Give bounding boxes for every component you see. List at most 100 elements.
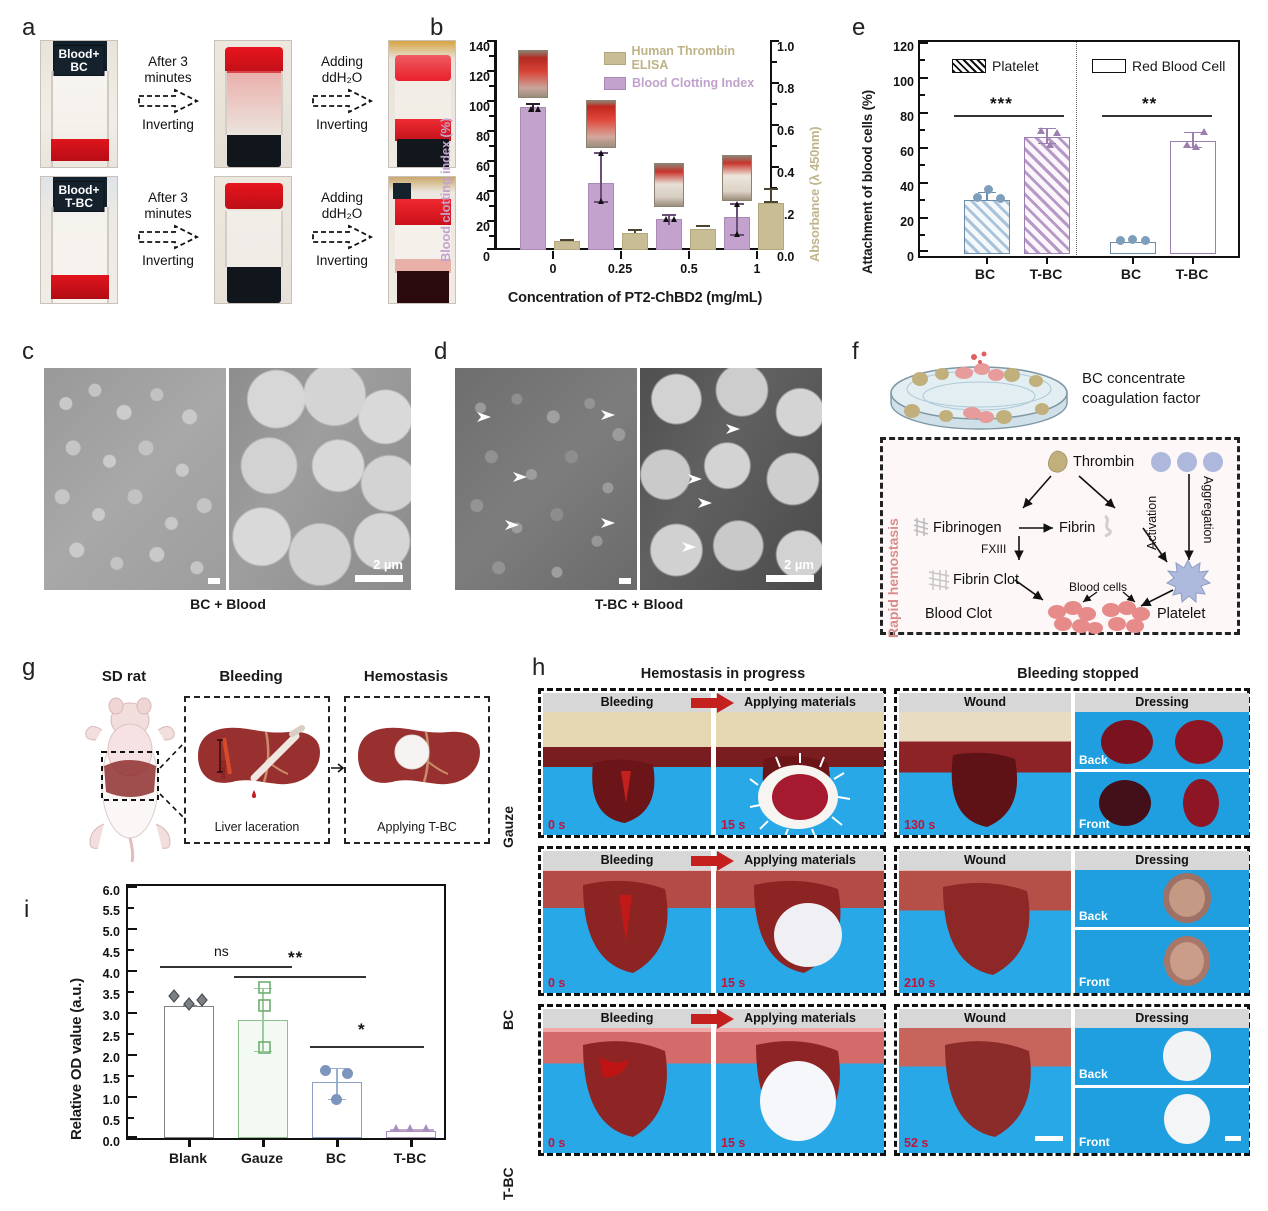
panel-h: Hemostasis in progress Bleeding stopped … xyxy=(500,660,1258,1205)
panel-e: Attachment of blood cells (%) 120 100 80… xyxy=(852,18,1252,328)
vial-tag-line2: T-BC xyxy=(65,195,93,210)
vial-inset-3 xyxy=(722,155,752,201)
h-caption-applying: Applying materials xyxy=(716,1009,884,1028)
h-row-label-tbc: T-BC xyxy=(500,1167,516,1200)
h-time-bleeding: 0 s xyxy=(548,976,566,990)
b-y-axis-label: Blood clotting index (%) xyxy=(438,118,453,262)
panel-b: Blood clotting index (%) Absorbance (λ 4… xyxy=(432,18,822,328)
scale-bar xyxy=(766,575,814,582)
b-legend: Human Thrombin ELISA Blood Clotting Inde… xyxy=(604,44,772,90)
h-dressing-side-back: Back xyxy=(1079,753,1108,767)
blood-clot-icon xyxy=(1048,601,1150,634)
h-time-bleeding: 0 s xyxy=(548,818,566,832)
g-box-bleeding: 10mm Liver laceration xyxy=(184,696,330,844)
i-sig-line-ns xyxy=(160,966,292,968)
b-x-tick-3: 1 xyxy=(753,262,761,276)
b-x-tick-2: 0.5 xyxy=(680,262,698,276)
scale-bar xyxy=(619,578,631,584)
g-header-sd-rat: SD rat xyxy=(101,668,147,685)
e-legend-platelet: Platelet xyxy=(952,58,1039,74)
legend-label-rbc: Red Blood Cell xyxy=(1132,58,1226,74)
g-caption-hemostasis: Applying T-BC xyxy=(377,820,457,834)
h-img-tbc-dressing: Dressing Back Front xyxy=(1075,1009,1249,1153)
bar-platelet-tbc xyxy=(1024,137,1070,254)
scale-bar xyxy=(208,578,220,584)
f-mechanism-box: Rapid hemostasis Thrombin Fibrinogen Fib… xyxy=(880,437,1240,638)
arrowhead-marker xyxy=(726,424,740,434)
i-plot-area: ns ** * xyxy=(126,884,446,1147)
red-arrow-icon xyxy=(691,1009,734,1029)
i-x-tick-blank: Blank xyxy=(168,1150,208,1166)
panel-a: Blood+ BC After 3 minutes Inverting Addi… xyxy=(18,18,456,318)
b-x-tick-0: 0 xyxy=(549,262,557,276)
vial-image-tbc-water xyxy=(388,176,456,304)
vial-inset-1 xyxy=(586,100,616,148)
err-bci-0 xyxy=(532,104,534,112)
h-dressing-side-back: Back xyxy=(1079,909,1108,923)
i-sig-text-3: * xyxy=(358,1020,365,1039)
h-time-applying: 15 s xyxy=(721,1136,746,1150)
f-node-activation: Activation xyxy=(1145,495,1159,550)
e-x-tick-1: T-BC xyxy=(1029,266,1063,282)
f-node-blood-clot: Blood Clot xyxy=(925,606,992,622)
bar-bci-0 xyxy=(520,107,546,250)
f-node-thrombin: Thrombin xyxy=(1073,454,1135,470)
h-img-gauze-bleeding: Bleeding 0 s xyxy=(543,693,711,835)
e-legend-rbc: Red Blood Cell xyxy=(1092,58,1225,74)
i-y-ticks: 6.0 5.5 5.0 4.5 4.0 3.5 3.0 2.5 2.0 1.5 … xyxy=(102,884,120,1149)
vial-inset-2 xyxy=(654,163,684,207)
step-arrow-tbc-1: After 3 minutes Inverting xyxy=(122,190,214,269)
red-arrow-icon xyxy=(691,693,734,713)
sem-image-bc-low-mag xyxy=(44,368,226,590)
fibrinogen-icon xyxy=(913,518,929,536)
h-dressing-side-front: Front xyxy=(1079,817,1110,831)
h-caption-applying: Applying materials xyxy=(716,851,884,870)
sem-image-tbc-low-mag xyxy=(455,368,637,590)
i-x-tick-bc: BC xyxy=(325,1150,347,1166)
f-title-line2: coagulation factor xyxy=(1082,389,1201,407)
b-y-ticks: 140 120 100 80 60 40 20 0 xyxy=(469,40,490,264)
g-header-hemostasis: Hemostasis xyxy=(363,668,449,685)
i-x-tick-gauze: Gauze xyxy=(240,1150,283,1166)
arrowhead-marker xyxy=(601,518,615,528)
h-row-gauze-progress: Bleeding 0 s Applying materials 15 s xyxy=(538,688,886,838)
h-img-tbc-bleeding: Bleeding 0 s xyxy=(543,1009,711,1153)
h-row-tbc-stopped: Wound 52 s Dressing Back Front xyxy=(894,1004,1250,1156)
h-caption-bleeding: Bleeding xyxy=(543,693,711,712)
h-dressing-side-back: Back xyxy=(1079,1067,1108,1081)
legend-swatch-platelet xyxy=(952,59,986,73)
e-y-axis-label: Attachment of blood cells (%) xyxy=(860,90,875,274)
legend-swatch-elisa xyxy=(604,51,626,65)
h-img-gauze-wound: Wound 130 s xyxy=(899,693,1071,835)
h-row-label-gauze: Gauze xyxy=(500,805,516,848)
dashed-arrow-icon xyxy=(137,224,199,250)
i-sig-line-2 xyxy=(234,976,366,978)
e-group-divider xyxy=(1076,42,1077,255)
h-img-bc-applying: Applying materials 15 s xyxy=(716,851,884,993)
legend-swatch-rbc xyxy=(1092,59,1126,73)
bar-elisa-3 xyxy=(758,203,784,250)
h-img-bc-wound: Wound 210 s xyxy=(899,851,1071,993)
step-arrow-tbc-2: Adding ddH₂O Inverting xyxy=(296,190,388,269)
h-img-gauze-applying: Applying materials 15 s xyxy=(716,693,884,835)
h-caption-wound: Wound xyxy=(899,693,1071,712)
fibrin-icon xyxy=(1103,514,1112,538)
h-caption-dressing: Dressing xyxy=(1075,693,1249,712)
h-caption-dressing: Dressing xyxy=(1075,851,1249,870)
panel-d: 2 µm T-BC + Blood xyxy=(455,368,823,618)
h-row-bc-stopped: Wound 210 s Dressing Back Front xyxy=(894,846,1250,996)
step-arrow-bc-1: After 3 minutes Inverting xyxy=(122,54,214,133)
e-sig-line-1 xyxy=(954,115,1064,117)
g-header-bleeding: Bleeding xyxy=(219,668,283,685)
step-text-l3: Inverting xyxy=(142,117,194,133)
panel-c-caption: BC + Blood xyxy=(190,596,266,612)
e-sig-line-2 xyxy=(1102,115,1212,117)
h-caption-wound: Wound xyxy=(899,1009,1071,1028)
step-text-l3: Inverting xyxy=(316,117,368,133)
panel-g: SD rat Bleeding Hemostasis 10mm xyxy=(18,660,518,865)
h-caption-dressing: Dressing xyxy=(1075,1009,1249,1028)
vial-tag-line1: Blood+ xyxy=(58,183,100,197)
h-caption-wound: Wound xyxy=(899,851,1071,870)
step-text-l1: Adding xyxy=(320,54,364,69)
h-row-label-bc: BC xyxy=(500,1009,516,1030)
